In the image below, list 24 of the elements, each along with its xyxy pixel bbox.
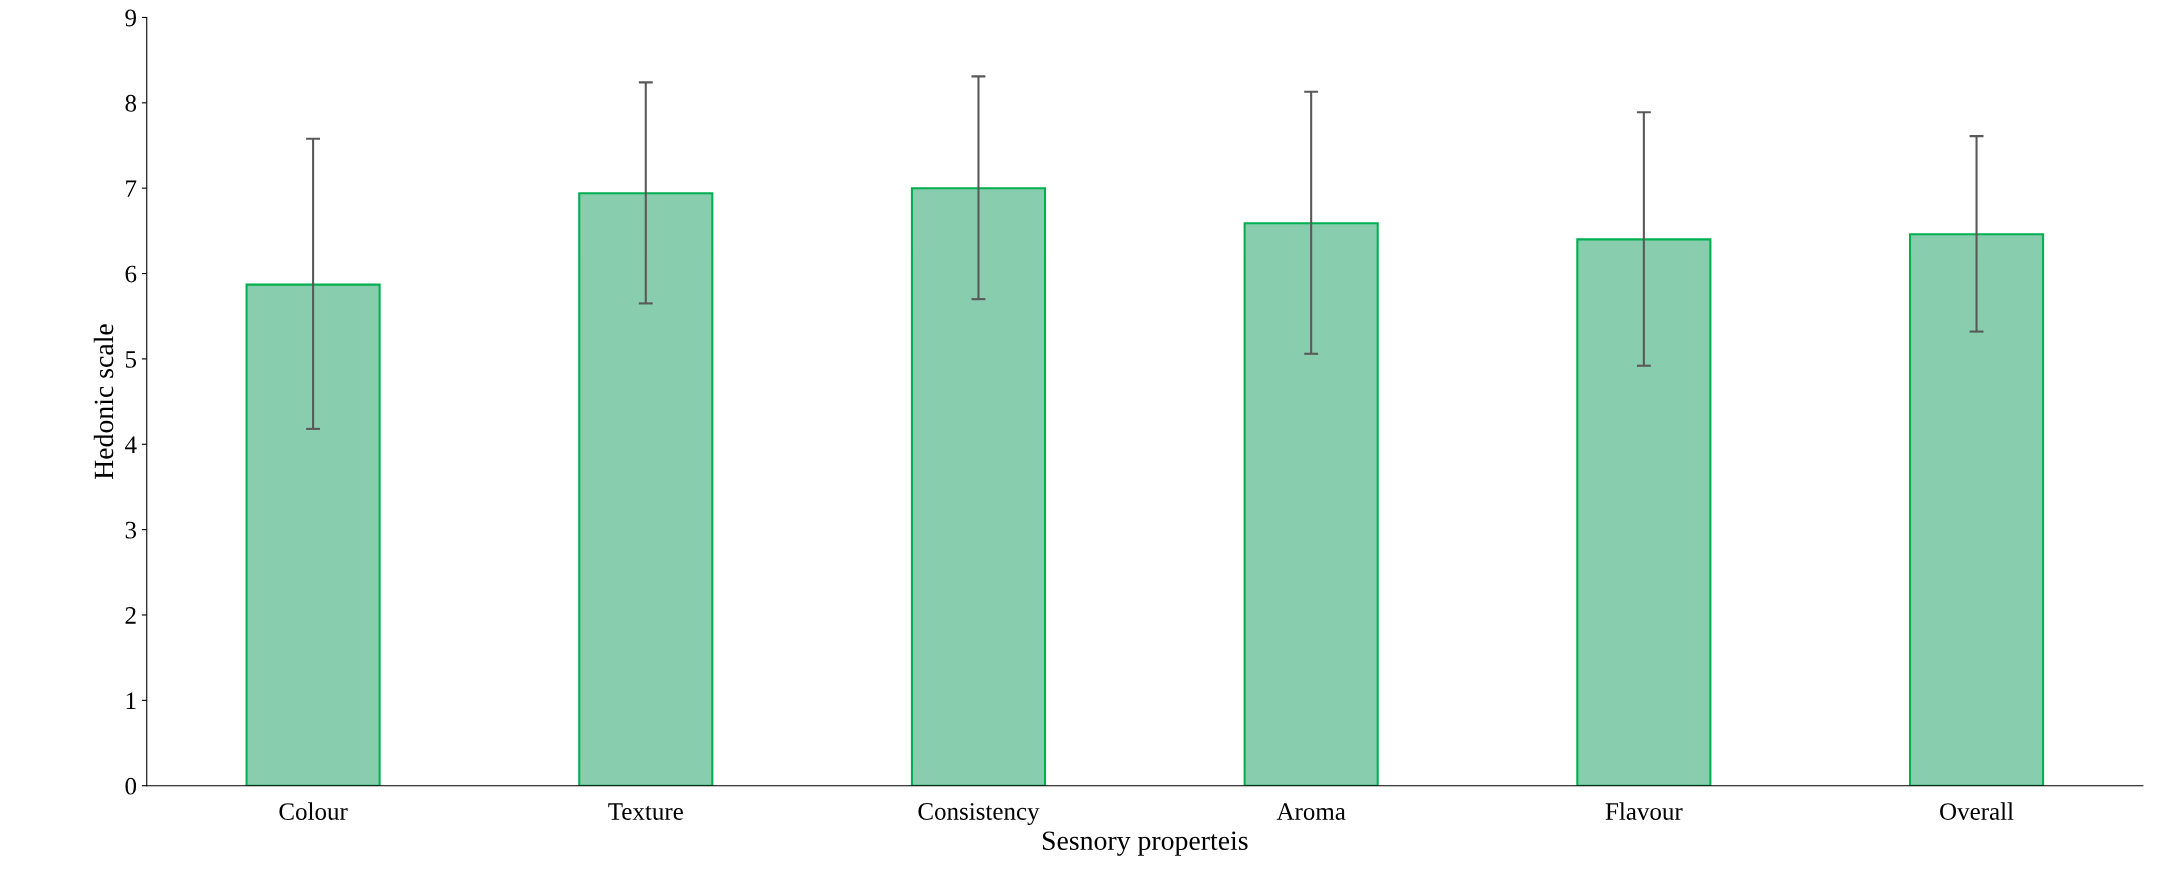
y-tick-label: 8 xyxy=(125,94,137,112)
y-tick-label: 6 xyxy=(125,265,137,283)
bar xyxy=(910,187,1047,786)
x-tick-label: Colour xyxy=(279,802,348,820)
x-tick-label: Flavour xyxy=(1605,802,1683,820)
x-tick-label: Aroma xyxy=(1276,803,1346,820)
y-tick-label: 0 xyxy=(125,777,137,795)
bar xyxy=(578,192,714,786)
bar xyxy=(1243,222,1379,786)
y-axis-title: Hedonic scale xyxy=(93,324,114,480)
y-tick-label: 5 xyxy=(125,351,137,368)
y-tick-label: 7 xyxy=(126,180,137,197)
x-tick-label: Overall xyxy=(1940,802,2014,820)
y-tick-label: 2 xyxy=(125,607,136,624)
x-tick-label: Consistency xyxy=(918,803,1040,826)
y-tick-label: 3 xyxy=(125,521,137,539)
y-tick-label: 9 xyxy=(125,9,136,27)
x-axis-title: Sesnory properteis xyxy=(1042,831,1248,856)
bar xyxy=(245,283,381,786)
bar xyxy=(1576,238,1712,786)
y-tick-label: 1 xyxy=(126,692,136,710)
y-tick-label: 4 xyxy=(125,436,137,453)
x-tick-label: Texture xyxy=(608,803,683,820)
bar xyxy=(1908,233,2045,786)
